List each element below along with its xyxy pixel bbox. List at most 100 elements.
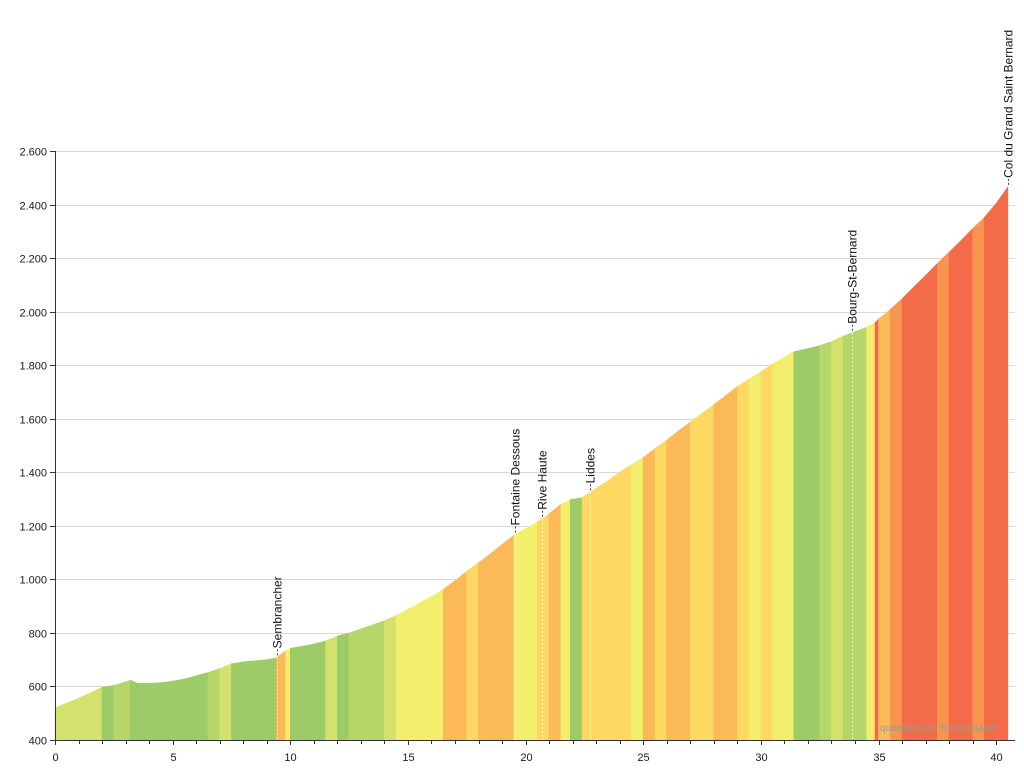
y-tick-label: 2.000	[19, 308, 47, 320]
waypoint-markers: Sembrancher Fontaine Dessous Rive Haute Lid…	[271, 30, 1016, 740]
elevation-profile-area	[54, 185, 1009, 741]
profile-segment	[137, 682, 150, 741]
profile-segment	[760, 363, 773, 741]
waypoint-label: Col du Grand Saint Bernard	[1002, 30, 1016, 178]
y-tick-label: 2.600	[19, 147, 47, 159]
x-tick-label: 0	[52, 752, 58, 764]
profile-segment	[713, 395, 726, 741]
x-tick-label: 40	[990, 752, 1002, 764]
profile-segment	[113, 681, 126, 741]
profile-segment	[184, 675, 197, 741]
profile-segment	[560, 499, 571, 741]
profile-segment	[419, 595, 432, 741]
profile-segment	[219, 663, 232, 741]
profile-segment	[793, 350, 797, 741]
profile-segment	[619, 464, 632, 741]
waypoint-marker: Liddes	[584, 448, 598, 740]
y-tick-label: 1.000	[19, 575, 47, 587]
profile-segment	[642, 448, 656, 741]
profile-segment	[454, 570, 468, 741]
x-tick-label: 20	[520, 752, 532, 764]
profile-segment	[207, 668, 221, 741]
profile-segment	[874, 318, 879, 741]
profile-segment	[689, 412, 703, 741]
x-tick-label: 30	[755, 752, 767, 764]
profile-segment	[466, 562, 479, 741]
profile-segment	[360, 624, 373, 741]
y-tick-label: 400	[29, 736, 47, 748]
y-axis: 400 600 800 1.000 1.200 1.400 1.600 1.800 2.000 2…	[19, 147, 56, 748]
waypoint-marker: Bourg-St-Bernard	[846, 230, 860, 740]
profile-segment	[889, 298, 903, 741]
profile-segment	[431, 589, 444, 741]
y-tick-label: 1.200	[19, 522, 47, 534]
x-tick-label: 25	[637, 752, 649, 764]
waypoint-label: Fontaine Dessous	[509, 429, 523, 526]
y-tick-label: 2.200	[19, 254, 47, 266]
profile-segment	[407, 602, 421, 741]
profile-segment	[819, 341, 832, 741]
x-tick-label: 10	[284, 752, 296, 764]
profile-segment	[525, 521, 538, 741]
waypoint-marker: Sembrancher	[271, 576, 285, 740]
profile-segment	[901, 286, 915, 741]
waypoint-label: Rive Haute	[536, 450, 550, 510]
profile-segment	[854, 326, 868, 741]
profile-segment	[972, 216, 985, 741]
profile-segment	[595, 480, 609, 741]
profile-segment	[325, 635, 338, 741]
profile-segment	[607, 471, 621, 741]
y-tick-label: 1.400	[19, 468, 47, 480]
profile-segment	[984, 202, 997, 741]
waypoint-marker: Fontaine Dessous	[509, 429, 523, 740]
x-tick-label: 35	[873, 752, 885, 764]
profile-segment	[254, 659, 268, 741]
profile-segment	[348, 628, 362, 741]
profile-segment	[937, 251, 950, 741]
waypoint-marker: Rive Haute	[536, 450, 550, 740]
profile-segment	[748, 371, 762, 741]
profile-segment	[913, 274, 926, 741]
profile-segment	[831, 335, 844, 741]
profile-segment	[125, 679, 131, 741]
y-tick-label: 1.800	[19, 361, 47, 373]
profile-segment	[581, 487, 597, 741]
profile-segment	[101, 685, 115, 741]
profile-segment	[489, 543, 503, 741]
profile-segment	[654, 439, 668, 741]
profile-segment	[772, 356, 785, 741]
profile-segment	[784, 351, 795, 741]
profile-segment	[395, 608, 409, 741]
profile-segment	[960, 227, 973, 741]
profile-segment	[337, 632, 350, 741]
profile-segment	[631, 457, 644, 741]
profile-segment	[995, 185, 1009, 741]
profile-segment	[842, 331, 856, 741]
profile-segment	[478, 553, 491, 741]
x-tick-label: 5	[170, 752, 176, 764]
profile-segment	[313, 640, 326, 741]
watermark-text: quaeldich.de Tourenplaner	[880, 723, 998, 734]
profile-segment	[285, 647, 291, 741]
profile-segment	[442, 580, 456, 741]
profile-segment	[701, 404, 715, 741]
waypoint-label: Bourg-St-Bernard	[846, 230, 860, 324]
profile-segment	[231, 661, 244, 741]
y-tick-label: 800	[29, 629, 47, 641]
profile-segment	[89, 686, 103, 741]
profile-segment	[289, 645, 303, 741]
profile-segment	[948, 239, 962, 741]
profile-segment	[807, 345, 821, 741]
profile-segment	[866, 322, 876, 741]
profile-segment	[548, 503, 562, 741]
profile-segment	[242, 660, 256, 741]
profile-segment	[195, 672, 209, 741]
profile-segment	[266, 657, 277, 741]
profile-segment	[160, 680, 173, 741]
profile-segment	[666, 430, 679, 741]
profile-segment	[172, 678, 185, 741]
y-tick-label: 2.400	[19, 201, 47, 213]
profile-segment	[678, 421, 691, 741]
profile-segment	[737, 378, 750, 741]
